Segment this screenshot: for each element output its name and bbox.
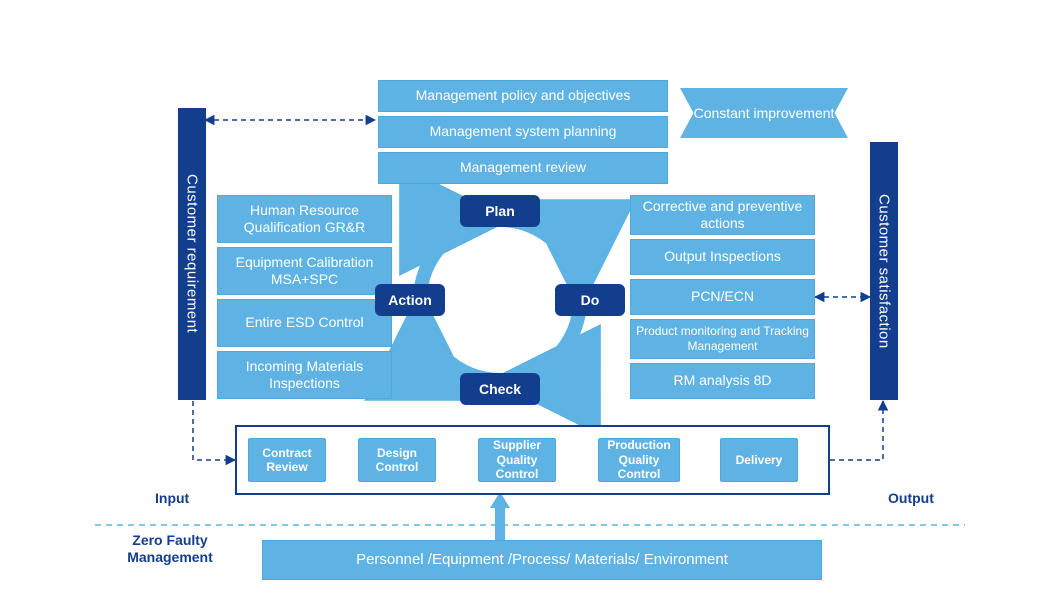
process-step-4-text: Delivery: [736, 453, 783, 467]
rightstack-0-text: Corrective and preventive actions: [631, 198, 814, 233]
leftstack-0-text: Human Resource Qualification GR&R: [218, 202, 391, 237]
rightstack-1: Output Inspections: [630, 239, 815, 275]
leftstack-2: Entire ESD Control: [217, 299, 392, 347]
label-zero-faulty: Zero Faulty Management: [110, 532, 230, 566]
process-step-2: Supplier Quality Control: [478, 438, 556, 482]
leftstack-3: Incoming Materials Inspections: [217, 351, 392, 399]
leftstack-1: Equipment Calibration MSA+SPC: [217, 247, 392, 295]
pdca-check: Check: [460, 373, 540, 405]
process-step-0-text: Contract Review: [249, 446, 325, 475]
leftstack-3-text: Incoming Materials Inspections: [218, 358, 391, 393]
pdca-check-text: Check: [479, 381, 521, 397]
pdca-do-text: Do: [581, 292, 600, 308]
pdca-plan: Plan: [460, 195, 540, 227]
bottom-bar-text: Personnel /Equipment /Process/ Materials…: [356, 551, 728, 570]
process-step-1: Design Control: [358, 438, 436, 482]
rightstack-4: RM analysis 8D: [630, 363, 815, 399]
topstack-1: Management system planning: [378, 116, 668, 148]
leftstack-0: Human Resource Qualification GR&R: [217, 195, 392, 243]
rightstack-3-text: Product monitoring and Tracking Manageme…: [631, 324, 814, 354]
pdca-action-text: Action: [388, 292, 432, 308]
rightstack-4-text: RM analysis 8D: [673, 372, 771, 390]
vbar-customer-requirement: Customer requirement: [178, 108, 206, 400]
pdca-plan-text: Plan: [485, 203, 515, 219]
rightstack-2-text: PCN/ECN: [691, 288, 754, 306]
rightstack-3: Product monitoring and Tracking Manageme…: [630, 319, 815, 359]
label-input: Input: [155, 490, 189, 506]
output-arrow: [830, 401, 883, 460]
leftstack-2-text: Entire ESD Control: [245, 314, 363, 332]
label-output: Output: [888, 490, 934, 506]
topstack-2: Management review: [378, 152, 668, 184]
rightstack-1-text: Output Inspections: [664, 248, 781, 266]
process-step-1-text: Design Control: [359, 446, 435, 475]
vbar-left-text: Customer requirement: [184, 174, 201, 333]
topstack-1-text: Management system planning: [430, 123, 617, 141]
topstack-0: Management policy and objectives: [378, 80, 668, 112]
label-output-text: Output: [888, 490, 934, 506]
bottom-bar: Personnel /Equipment /Process/ Materials…: [262, 540, 822, 580]
vbar-right-text: Customer satisfaction: [876, 194, 893, 349]
vbar-customer-satisfaction: Customer satisfaction: [870, 142, 898, 400]
ribbon-constant-improvement: Constant improvement: [680, 88, 848, 138]
leftstack-1-text: Equipment Calibration MSA+SPC: [218, 254, 391, 289]
topstack-2-text: Management review: [460, 159, 586, 177]
topstack-0-text: Management policy and objectives: [416, 87, 631, 105]
label-zero-faulty-text: Zero Faulty Management: [127, 532, 213, 565]
process-step-3: Production Quality Control: [598, 438, 680, 482]
pdca-do: Do: [555, 284, 625, 316]
ribbon-text: Constant improvement: [694, 105, 835, 122]
rightstack-2: PCN/ECN: [630, 279, 815, 315]
label-input-text: Input: [155, 490, 189, 506]
process-step-3-text: Production Quality Control: [599, 438, 679, 481]
process-step-4: Delivery: [720, 438, 798, 482]
input-arrow: [193, 401, 235, 460]
diagram-canvas: Customer requirement Customer satisfacti…: [0, 0, 1060, 607]
rightstack-0: Corrective and preventive actions: [630, 195, 815, 235]
process-step-0: Contract Review: [248, 438, 326, 482]
pdca-action: Action: [375, 284, 445, 316]
process-step-2-text: Supplier Quality Control: [479, 438, 555, 481]
